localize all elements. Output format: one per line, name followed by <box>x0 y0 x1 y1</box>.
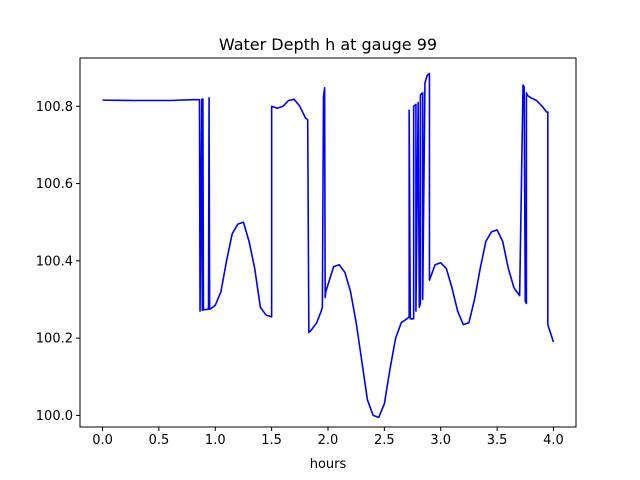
y-tick-label: 100.6 <box>36 177 73 192</box>
x-tick-label: 4.0 <box>543 433 564 448</box>
x-tick-label: 3.5 <box>487 433 508 448</box>
chart-title: Water Depth h at gauge 99 <box>219 35 437 54</box>
x-tick-label: 1.0 <box>205 433 226 448</box>
x-tick-label: 3.0 <box>430 433 451 448</box>
x-axis-title: hours <box>310 457 347 472</box>
series-line-0 <box>102 72 555 419</box>
y-tick-label: 100.2 <box>36 332 73 347</box>
x-tick-label: 1.5 <box>261 433 282 448</box>
plot-frame <box>79 57 577 428</box>
y-tick-label: 100.0 <box>36 409 73 424</box>
x-tick-label: 0.5 <box>149 433 170 448</box>
x-tick-label: 0.0 <box>92 433 113 448</box>
y-tick-label: 100.8 <box>36 100 73 115</box>
plot-area <box>102 72 555 419</box>
x-tick-label: 2.0 <box>318 433 339 448</box>
x-axis: 0.0 0.5 1.0 1.5 2.0 2.5 3.0 3.5 4.0 <box>92 427 564 448</box>
x-tick-label: 2.5 <box>374 433 395 448</box>
y-tick-label: 100.4 <box>36 254 73 269</box>
y-axis: 100.0 100.2 100.4 100.6 100.8 <box>36 100 80 424</box>
